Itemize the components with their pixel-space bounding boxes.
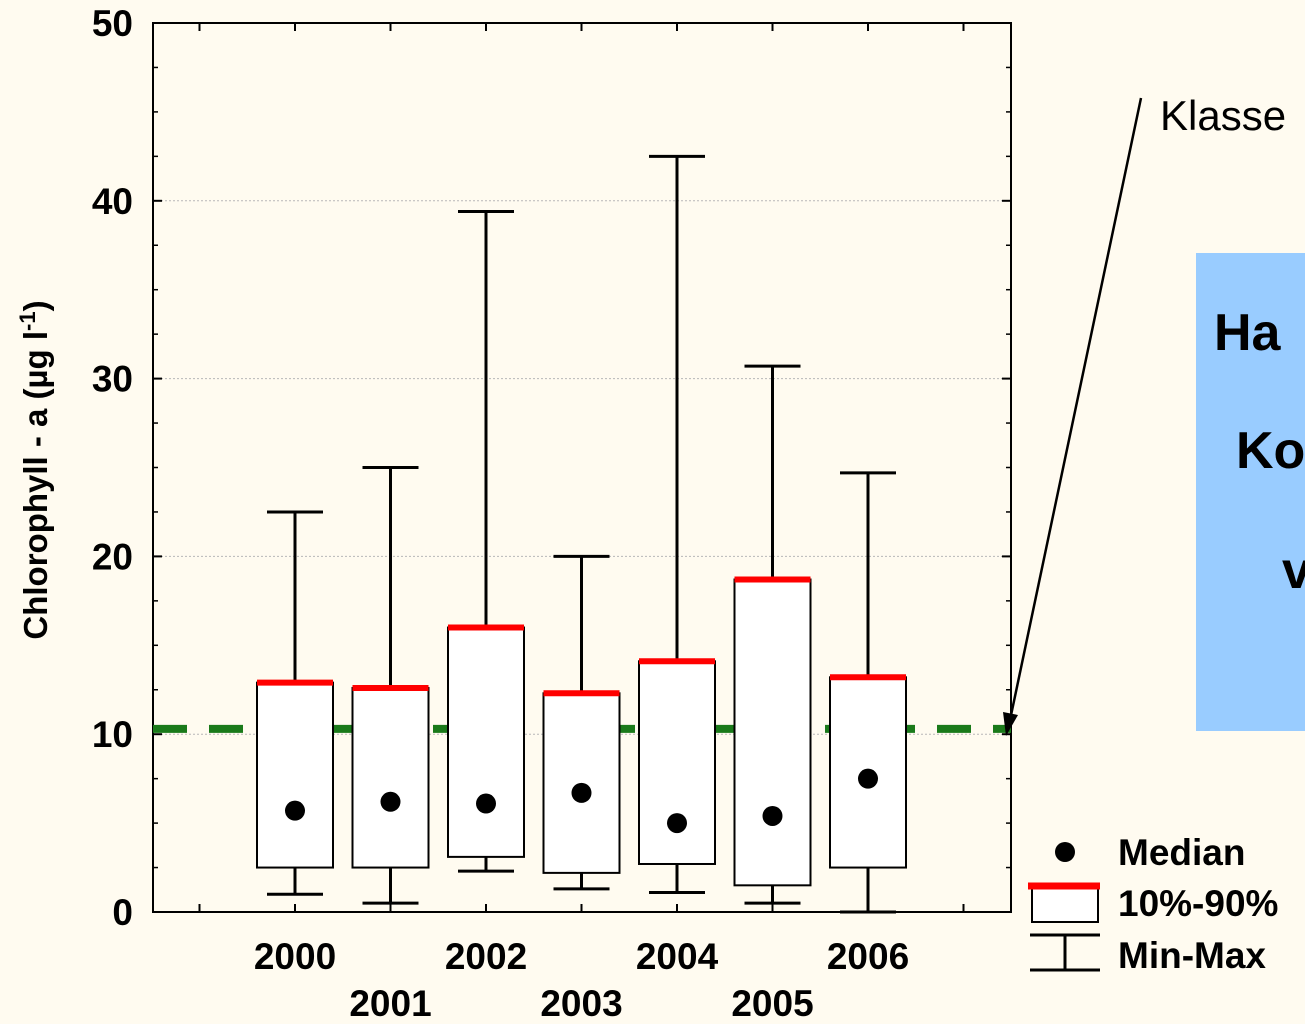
legend-median-label: Median (1118, 832, 1245, 873)
box-2004 (638, 154, 716, 894)
median-dot (476, 793, 496, 814)
info-line-3: v (1282, 542, 1305, 600)
median-dot (571, 782, 592, 803)
info-line-2: Ko (1236, 422, 1305, 480)
legend-range-label: 10%-90% (1118, 883, 1278, 924)
y-tick-label: 20 (92, 536, 133, 577)
x-tick-label: 2004 (636, 936, 719, 977)
y-tick-label: 10 (92, 714, 133, 755)
box-range (447, 626, 525, 858)
x-tick-label: 2002 (445, 936, 527, 977)
box-2001 (351, 466, 430, 905)
box-2002 (447, 209, 525, 873)
median-dot (762, 805, 783, 826)
y-tick-labels: 0 10 20 30 40 50 (92, 3, 133, 933)
box-2005 (733, 364, 812, 905)
median-dot (858, 768, 878, 789)
y-tick-label: 30 (92, 359, 133, 400)
legend: Median 10%-90% Min-Max (1028, 832, 1278, 976)
box-range (256, 681, 334, 869)
box-2000 (256, 510, 334, 896)
info-line-1: Ha (1214, 304, 1281, 362)
legend-minmax-label: Min-Max (1118, 935, 1266, 976)
info-box: Ha Ko v (1196, 253, 1305, 731)
y-tick-label: 40 (92, 181, 133, 222)
median-dot (285, 800, 305, 821)
annotation-text: Klasse (1160, 92, 1286, 139)
y-tick-label: 50 (92, 3, 133, 44)
annotation-arrow-head (1003, 712, 1018, 736)
x-tick-label: 2001 (349, 983, 431, 1024)
box-series (256, 154, 907, 914)
box-range (638, 660, 716, 865)
box-2006 (829, 471, 907, 914)
x-tick-label: 2000 (254, 936, 336, 977)
axis-ticks (153, 22, 1011, 913)
legend-median-marker (1055, 842, 1075, 862)
annotation-arrow-line (1008, 97, 1143, 721)
legend-box-marker (1031, 885, 1099, 923)
box-range (351, 686, 430, 869)
median-dot (667, 813, 687, 834)
x-tick-label: 2005 (731, 983, 813, 1024)
median-dot (380, 791, 401, 812)
box-2003 (542, 554, 621, 891)
y-tick-label: 0 (112, 892, 133, 933)
y-axis-title: Chlorophyll - a (µg l-1) (15, 300, 54, 639)
x-tick-label: 2003 (540, 983, 622, 1024)
annotation: Klasse (1003, 92, 1286, 736)
x-tick-label: 2006 (827, 936, 909, 977)
x-tick-labels: 2000 2001 2002 2003 2004 2005 2006 (254, 936, 909, 1024)
box-range (733, 578, 812, 887)
